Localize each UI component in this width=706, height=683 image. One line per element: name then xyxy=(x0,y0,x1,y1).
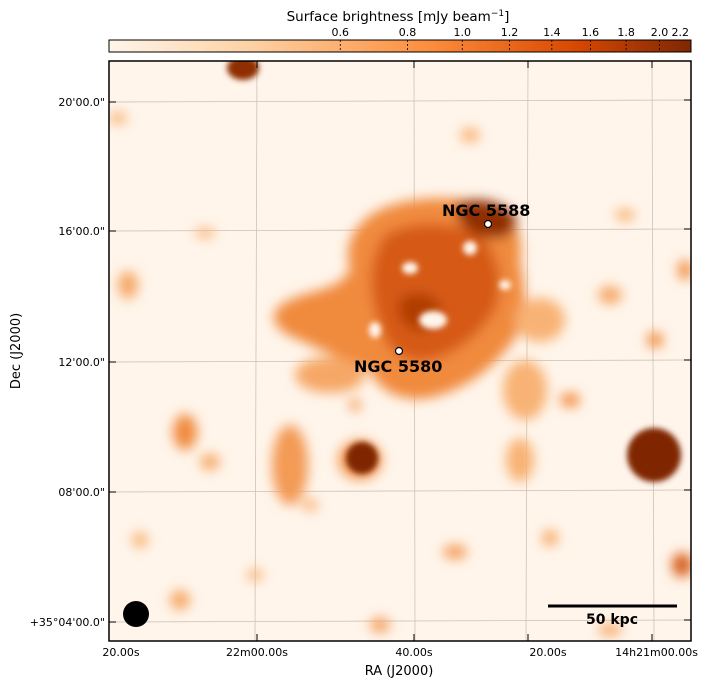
colorbar-tick-label: 1.0 xyxy=(454,26,472,39)
colorbar-tick-label: 2.2 xyxy=(672,26,690,39)
colorbar-title-text: Surface brightness [mJy beam xyxy=(287,9,491,25)
diffuse-emission xyxy=(109,112,691,636)
x-tick-label: 14h21m00.00s xyxy=(615,646,698,659)
y-axis: 20'00.0" 16'00.0" 12'00.0" 08'00.0" +35°… xyxy=(9,96,691,629)
ngc-5580-label: NGC 5580 xyxy=(354,357,442,376)
colorbar-tick-label: 0.6 xyxy=(332,26,350,39)
colorbar-title-unit-exponent: −1 xyxy=(491,9,504,19)
x-tick-label: 40.00s xyxy=(395,646,432,659)
compact-sources xyxy=(227,61,681,482)
map-panel: NGC 5588 NGC 5580 50 kpc xyxy=(108,60,692,642)
colorbar xyxy=(108,39,692,53)
x-tick-label: 20.00s xyxy=(529,646,566,659)
colorbar-tick-label: 1.6 xyxy=(582,26,600,39)
y-tick-label: 20'00.0" xyxy=(58,96,105,109)
x-tick-label: 22m00.00s xyxy=(226,646,288,659)
beam-ellipse xyxy=(123,601,149,627)
x-tick-label: 20.00s xyxy=(102,646,139,659)
x-axis-label: RA (J2000) xyxy=(365,664,434,679)
ngc-5588-marker xyxy=(483,219,493,229)
emission-holes xyxy=(369,241,511,338)
x-axis: 20.00s 22m00.00s 40.00s 20.00s 14h21m00.… xyxy=(102,61,698,679)
y-tick-label: 08'00.0" xyxy=(58,486,105,499)
colorbar-title: Surface brightness [mJy beam−1] xyxy=(287,9,510,25)
colorbar-tick-label: 0.8 xyxy=(399,26,417,39)
colorbar-ticks: 0.6 0.8 1.0 1.2 1.4 1.6 1.8 2.0 2.2 xyxy=(332,26,692,52)
ngc-5580-marker xyxy=(394,346,404,356)
y-axis-label: Dec (J2000) xyxy=(9,313,24,389)
scale-bar-label: 50 kpc xyxy=(586,612,638,628)
colorbar-title-bracket: ] xyxy=(504,9,509,25)
map-frame xyxy=(108,60,692,642)
colorbar-tick-label: 1.2 xyxy=(501,26,519,39)
colorbar-tick-label: 1.4 xyxy=(543,26,561,39)
y-tick-label: 12'00.0" xyxy=(58,356,105,369)
colorbar-tick-label: 1.8 xyxy=(617,26,635,39)
y-tick-label: +35°04'00.0" xyxy=(30,616,105,629)
colorbar-tick-label: 2.0 xyxy=(651,26,669,39)
y-tick-label: 16'00.0" xyxy=(58,225,105,238)
ngc-5588-label: NGC 5588 xyxy=(442,201,530,220)
